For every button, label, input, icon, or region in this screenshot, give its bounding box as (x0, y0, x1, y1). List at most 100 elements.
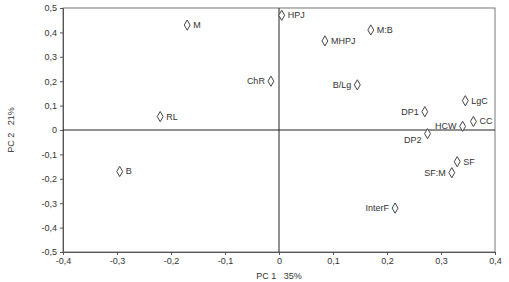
x-tick-label: 0,2 (381, 256, 394, 266)
y-tick: -0,2 (41, 174, 63, 184)
y-tick-label: 0,2 (44, 77, 57, 87)
point (322, 36, 328, 46)
point (462, 96, 468, 106)
point-label: B/Lg (333, 80, 352, 90)
x-tick-mark (441, 252, 442, 255)
points (117, 10, 477, 213)
point (425, 129, 431, 139)
point-label: M (193, 20, 201, 30)
point-label: HCW (435, 121, 457, 131)
y-tick-label: 0,5 (44, 3, 57, 13)
x-tick-mark (117, 252, 118, 255)
point (392, 203, 398, 213)
y-tick-mark (60, 154, 63, 155)
y-tick-label: -0,5 (41, 247, 57, 257)
plot-frame (63, 8, 495, 252)
point (184, 20, 190, 30)
point-label: SF (463, 157, 475, 167)
y-tick: 0,3 (44, 52, 63, 62)
x-tick: -0,1 (218, 252, 234, 266)
point-label: DP1 (401, 107, 419, 117)
y-tick-mark (60, 130, 63, 131)
plot: -0,4-0,3-0,2-0,100,10,20,30,4-0,5-0,4-0,… (41, 3, 501, 266)
point-label: B (126, 166, 132, 176)
x-tick-label: -0,2 (164, 256, 180, 266)
y-tick: -0,1 (41, 150, 63, 160)
y-axis-title: PC 2 21% (6, 107, 16, 153)
x-tick-mark (279, 252, 280, 255)
x-tick-label: -0,4 (56, 256, 72, 266)
y-tick-label: -0,1 (41, 150, 57, 160)
point (157, 111, 163, 121)
y-tick: 0,2 (44, 77, 63, 87)
point (368, 25, 374, 35)
y-tick-mark (60, 8, 63, 9)
y-tick: -0,4 (41, 223, 63, 233)
x-tick: 0,1 (327, 252, 340, 266)
x-tick: -0,2 (164, 252, 180, 266)
x-axis-title: PC 1 35% (256, 271, 302, 281)
y-tick-label: 0,3 (44, 52, 57, 62)
y-tick-label: -0,4 (41, 223, 57, 233)
x-tick-label: 0,3 (435, 256, 448, 266)
point-label: SF:M (424, 168, 446, 178)
x-tick-mark (333, 252, 334, 255)
x-tick: 0 (277, 252, 282, 266)
y-tick-mark (60, 203, 63, 204)
x-tick-label: -0,3 (110, 256, 126, 266)
point-label: InterF (366, 203, 390, 213)
x-tick-mark (387, 252, 388, 255)
point (117, 166, 123, 176)
x-tick: 0,4 (489, 252, 502, 266)
point-label: RL (166, 112, 178, 122)
y-tick-mark (60, 32, 63, 33)
point-labels: HPJ M MHPJ M:B ChR B/Lg RL B DP1 DP2 LgC HCW CC SF SF:… (126, 10, 493, 213)
y-tick-label: 0,1 (44, 101, 57, 111)
point (454, 157, 460, 167)
x-tick: -0,3 (110, 252, 126, 266)
point (460, 121, 466, 131)
zero-line-y (63, 130, 495, 131)
x-axis-line (64, 253, 496, 256)
y-tick: 0,4 (44, 28, 63, 38)
x-tick-label: 0,1 (327, 256, 340, 266)
chart: -0,4-0,3-0,2-0,100,10,20,30,4-0,5-0,4-0,… (0, 0, 509, 282)
x-tick-label: 0 (277, 256, 282, 266)
point-label: HPJ (288, 10, 305, 20)
x-tick-label: -0,1 (218, 256, 234, 266)
point-label: M:B (377, 25, 393, 35)
x-axis: -0,4 -0,3 -0,2 -0,1 0 0,1 0,2 0,3 0,4 (56, 252, 502, 266)
point (279, 10, 285, 20)
y-tick-mark (60, 81, 63, 82)
y-tick-label: 0 (52, 125, 57, 135)
point (268, 76, 274, 86)
x-tick: -0,4 (56, 252, 72, 266)
y-tick-mark (60, 228, 63, 229)
y-tick-label: -0,3 (41, 199, 57, 209)
point-label: CC (479, 116, 492, 126)
y-axis: -0,5 -0,4 -0,3 -0,2 -0,1 0 0,1 0,2 0,3 0,4 0,5 (41, 3, 63, 257)
point-label: LgC (471, 96, 488, 106)
y-tick-mark (60, 57, 63, 58)
x-tick: 0,3 (435, 252, 448, 266)
point (470, 116, 476, 126)
y-tick-mark (60, 106, 63, 107)
y-tick-mark (60, 252, 63, 253)
y-tick: 0,5 (44, 3, 63, 13)
point-label: DP2 (404, 135, 422, 145)
x-tick-mark (171, 252, 172, 255)
x-tick-mark (495, 252, 496, 255)
y-tick: 0 (52, 125, 63, 135)
y-tick-label: 0,4 (44, 28, 57, 38)
point (422, 107, 428, 117)
y-tick-label: -0,2 (41, 174, 57, 184)
x-tick: 0,2 (381, 252, 394, 266)
y-tick-mark (60, 179, 63, 180)
point (354, 80, 360, 90)
y-tick: -0,5 (41, 247, 63, 257)
point (449, 168, 455, 178)
point-label: ChR (247, 76, 266, 86)
y-axis-line (60, 9, 64, 253)
x-tick-label: 0,4 (489, 256, 502, 266)
point-label: MHPJ (331, 36, 356, 46)
